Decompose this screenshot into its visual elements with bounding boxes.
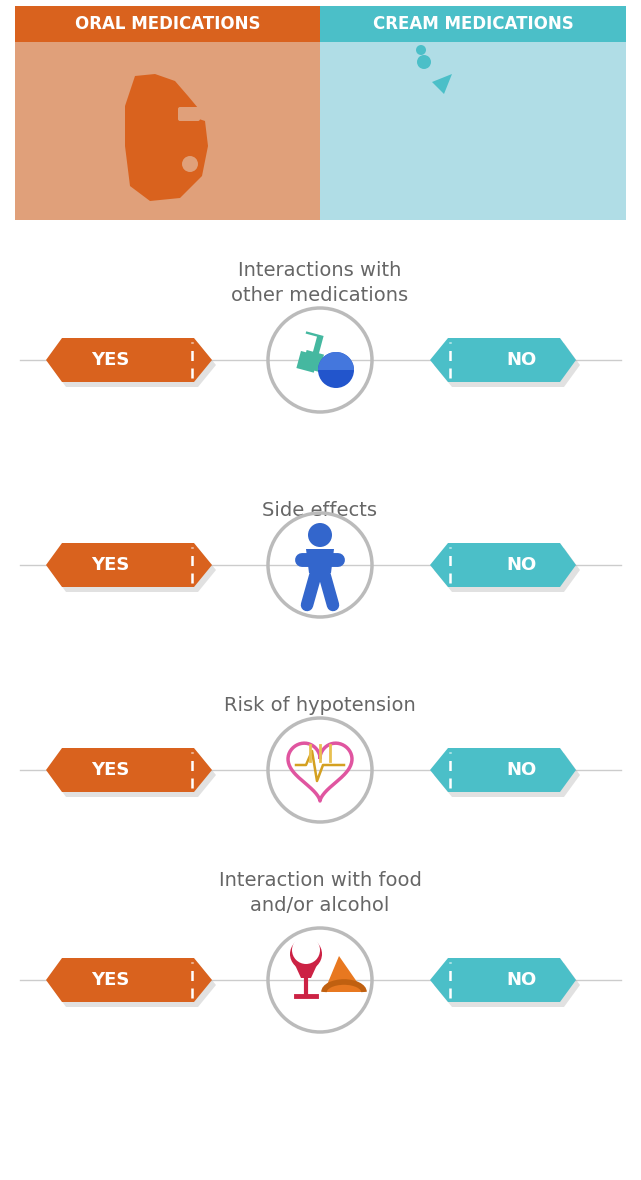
Circle shape [318,352,354,388]
Text: Interactions with
other medications: Interactions with other medications [231,261,408,304]
Polygon shape [430,543,576,586]
Text: YES: YES [91,556,129,573]
Text: YES: YES [91,971,129,989]
Text: CREAM MEDICATIONS: CREAM MEDICATIONS [372,15,574,33]
Bar [498,149,534,184]
PathPatch shape [125,74,208,201]
Polygon shape [324,956,364,992]
Polygon shape [50,548,216,592]
Bar [15,42,320,219]
Polygon shape [430,337,576,382]
Polygon shape [430,748,576,792]
Circle shape [290,938,322,970]
Bar [433,83,519,169]
Bar [302,350,324,372]
Polygon shape [50,753,216,797]
Text: Interaction with food
and/or alcohol: Interaction with food and/or alcohol [219,871,421,915]
Polygon shape [434,548,580,592]
Polygon shape [430,958,576,1002]
Polygon shape [306,549,334,573]
Circle shape [417,55,431,68]
Circle shape [308,523,332,548]
Polygon shape [290,953,322,978]
Text: NO: NO [507,556,537,573]
Text: NO: NO [507,971,537,989]
Polygon shape [46,543,212,586]
Bar [296,332,324,373]
Text: YES: YES [91,761,129,779]
Polygon shape [46,748,212,792]
Polygon shape [434,753,580,797]
Polygon shape [434,963,580,1007]
Text: Side effects: Side effects [263,502,378,520]
Bar [295,332,317,354]
Polygon shape [46,958,212,1002]
Circle shape [292,936,320,964]
Bar [320,42,626,219]
Text: Risk of hypotension: Risk of hypotension [224,696,416,715]
Text: ORAL MEDICATIONS: ORAL MEDICATIONS [75,15,260,33]
Circle shape [416,45,426,55]
Polygon shape [50,343,216,387]
Polygon shape [432,74,452,94]
Wedge shape [318,352,354,371]
Text: YES: YES [91,350,129,369]
Bar [320,6,626,42]
Circle shape [182,156,198,172]
FancyBboxPatch shape [178,107,200,122]
Polygon shape [434,343,580,387]
Text: NO: NO [507,350,537,369]
Text: NO: NO [507,761,537,779]
Polygon shape [50,963,216,1007]
Bar [15,6,320,42]
Polygon shape [46,337,212,382]
